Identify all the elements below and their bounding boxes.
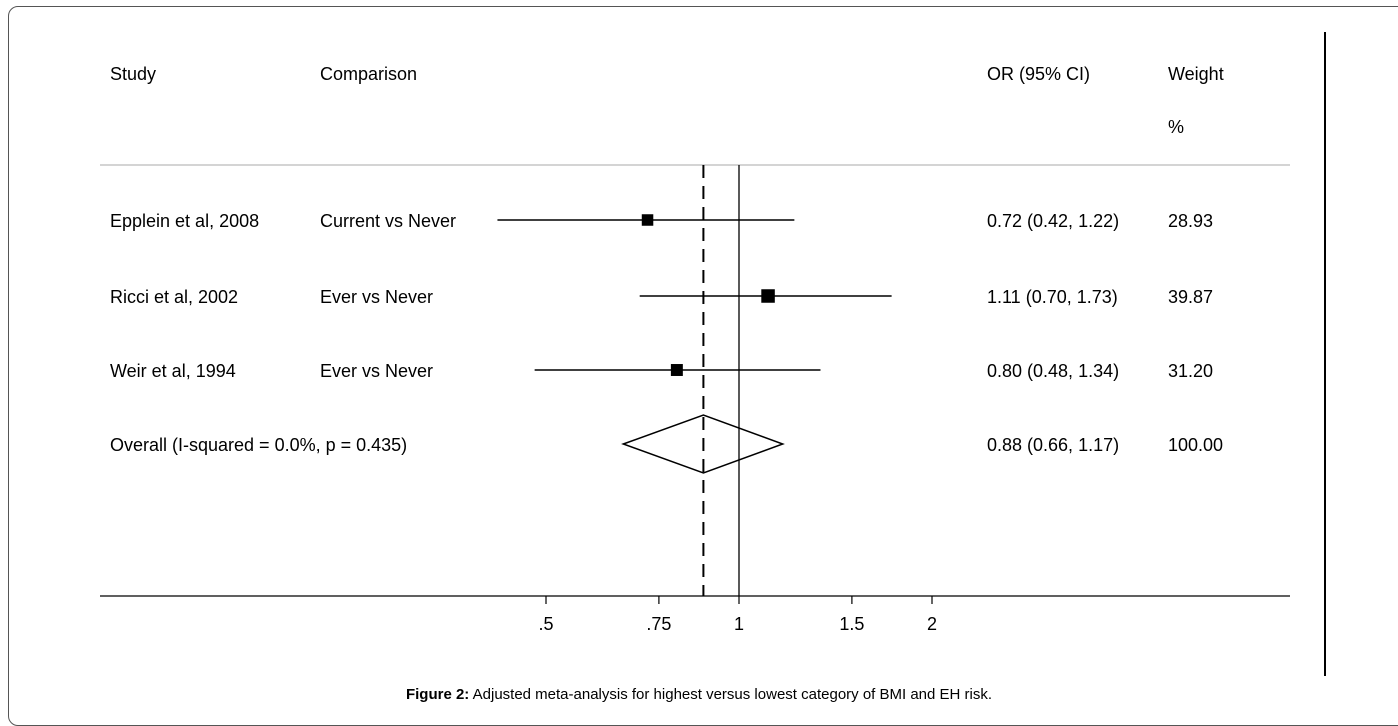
point-estimate-square <box>641 214 654 226</box>
caption-text: Adjusted meta-analysis for highest versu… <box>469 686 993 703</box>
weight-value: 39.87 <box>1168 287 1213 307</box>
or-ci-value: 1.11 (0.70, 1.73) <box>987 287 1118 307</box>
comparison-label: Ever vs Never <box>320 361 433 381</box>
header-weight: Weight <box>1168 64 1224 84</box>
header-study: Study <box>110 64 156 84</box>
weight-value: 28.93 <box>1168 211 1213 231</box>
overall-or-ci-value: 0.88 (0.66, 1.17) <box>987 435 1119 455</box>
overall-diamond <box>621 414 785 474</box>
caption-label: Figure 2: <box>405 686 470 703</box>
point-estimate-square <box>670 364 683 376</box>
or-ci-value: 0.72 (0.42, 1.22) <box>987 211 1119 231</box>
point-estimate-square <box>761 289 775 303</box>
header-or-ci: OR (95% CI) <box>987 64 1090 84</box>
comparison-label: Current vs Never <box>320 211 456 231</box>
x-tick-label: 1.5 <box>839 614 864 634</box>
overall-weight-value: 100.00 <box>1168 435 1223 455</box>
figure-caption: Figure 2: Adjusted meta-analysis for hig… <box>0 686 1398 703</box>
chart-marks: .5 .75 1 1.5 2 Epplein et al, 2008 Current vs … <box>110 165 1223 634</box>
x-tick-label: .75 <box>646 614 671 634</box>
study-label: Ricci et al, 2002 <box>110 287 238 307</box>
x-tick-label: .5 <box>538 614 553 634</box>
study-label: Weir et al, 1994 <box>110 361 236 381</box>
x-tick-label: 2 <box>927 614 937 634</box>
header-comparison: Comparison <box>320 64 417 84</box>
header-weight-unit: % <box>1168 117 1184 137</box>
x-tick-label: 1 <box>734 614 744 634</box>
overall-label: Overall (I-squared = 0.0%, p = 0.435) <box>110 435 407 455</box>
weight-value: 31.20 <box>1168 361 1213 381</box>
right-rule <box>1324 32 1326 676</box>
comparison-label: Ever vs Never <box>320 287 433 307</box>
study-label: Epplein et al, 2008 <box>110 211 259 231</box>
or-ci-value: 0.80 (0.48, 1.34) <box>987 361 1119 381</box>
